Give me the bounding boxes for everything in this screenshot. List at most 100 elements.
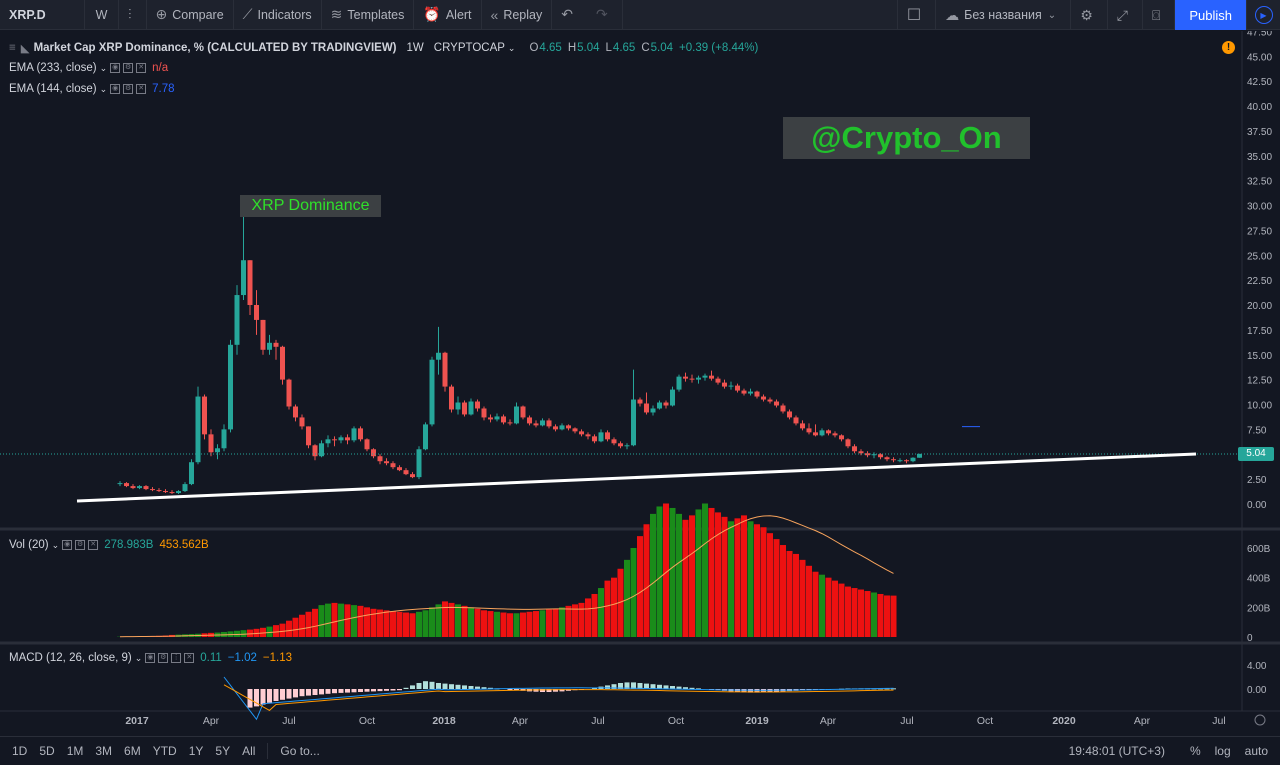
volume-bar[interactable] [312, 608, 318, 637]
candle-body[interactable] [202, 396, 207, 435]
candle-body[interactable] [514, 406, 519, 424]
alert-button[interactable]: ⏰ Alert [414, 0, 482, 30]
candle-body[interactable] [384, 461, 389, 464]
volume-bar[interactable] [260, 627, 266, 637]
candle-body[interactable] [741, 390, 747, 394]
volume-bar[interactable] [377, 609, 383, 637]
macd-histogram-bar[interactable] [449, 684, 454, 689]
candle-body[interactable] [228, 344, 233, 430]
candle-body[interactable] [195, 396, 201, 463]
macd-histogram-bar[interactable] [377, 689, 383, 692]
macd-histogram-bar[interactable] [481, 687, 487, 689]
compare-button[interactable]: ⊕ Compare [147, 0, 234, 30]
volume-bar[interactable] [656, 506, 663, 637]
candle-body[interactable] [527, 417, 532, 424]
xrp-dominance-label[interactable]: XRP Dominance [240, 195, 381, 217]
volume-bar[interactable] [520, 612, 526, 637]
volume-bar[interactable] [760, 527, 767, 637]
macd-histogram-bar[interactable] [384, 689, 389, 691]
candle-body[interactable] [358, 428, 363, 440]
volume-bar[interactable] [747, 521, 754, 637]
candle-body[interactable] [676, 376, 682, 390]
candle-body[interactable] [189, 462, 194, 485]
macd-histogram-bar[interactable] [390, 689, 396, 691]
candle-body[interactable] [852, 446, 857, 452]
volume-bar[interactable] [240, 630, 247, 637]
candle-body[interactable] [351, 428, 357, 441]
candle-body[interactable] [780, 405, 786, 412]
volume-bar[interactable] [507, 613, 513, 637]
macd-histogram-bar[interactable] [488, 687, 493, 689]
candle-body[interactable] [338, 437, 344, 441]
volume-bar[interactable] [825, 577, 832, 637]
range-1y[interactable]: 1Y [188, 744, 204, 758]
macd-histogram-bar[interactable] [657, 684, 662, 689]
volume-bar[interactable] [351, 605, 357, 637]
volume-bar[interactable] [604, 580, 611, 637]
volume-bar[interactable] [435, 604, 442, 637]
macd-histogram-bar[interactable] [280, 689, 285, 700]
volume-bar[interactable] [611, 577, 617, 637]
volume-bar[interactable] [877, 593, 884, 637]
templates-button[interactable]: ≋ Templates [322, 0, 415, 30]
candle-body[interactable] [488, 417, 493, 420]
close-icon[interactable]: ✕ [136, 63, 147, 73]
macd-histogram-bar[interactable] [371, 689, 376, 692]
volume-bar[interactable] [481, 610, 487, 637]
candle-body[interactable] [260, 319, 266, 350]
volume-bar[interactable] [812, 571, 819, 637]
chevron-down-icon[interactable]: ⌄ [507, 42, 516, 53]
volume-bar[interactable] [871, 592, 877, 638]
volume-bar[interactable] [383, 610, 390, 637]
volume-bar[interactable] [461, 605, 468, 637]
candle-body[interactable] [761, 396, 766, 400]
candle-body[interactable] [390, 463, 396, 468]
volume-bar[interactable] [416, 611, 422, 637]
publish-button[interactable]: Publish [1175, 0, 1246, 30]
auto-toggle[interactable]: auto [1244, 744, 1268, 758]
volume-bar[interactable] [442, 601, 448, 637]
macd-histogram-bar[interactable] [423, 681, 428, 689]
macd-histogram-bar[interactable] [637, 683, 643, 689]
macd-histogram-bar[interactable] [611, 684, 617, 689]
candle-body[interactable] [221, 429, 227, 449]
candle-body[interactable] [813, 432, 818, 436]
candle-body[interactable] [715, 378, 721, 383]
volume-bar[interactable] [708, 507, 715, 637]
candle-body[interactable] [293, 406, 298, 418]
close-icon[interactable]: ✕ [88, 540, 99, 550]
candle-body[interactable] [878, 454, 883, 458]
candle-body[interactable] [442, 352, 448, 387]
candle-body[interactable] [364, 439, 370, 450]
candle-body[interactable] [312, 445, 318, 457]
candle-body[interactable] [182, 484, 188, 492]
candle-body[interactable] [735, 385, 740, 391]
candle-body[interactable] [234, 295, 240, 345]
volume-bar[interactable] [793, 553, 799, 637]
candle-body[interactable] [585, 434, 591, 437]
candle-body[interactable] [858, 451, 864, 454]
candle-body[interactable] [156, 490, 162, 492]
macd-histogram-bar[interactable] [436, 683, 441, 689]
candle-body[interactable] [683, 376, 688, 379]
volume-bar[interactable] [650, 513, 656, 637]
macd-histogram-bar[interactable] [410, 685, 415, 689]
candle-body[interactable] [559, 425, 565, 430]
candle-body[interactable] [163, 491, 168, 493]
candle-body[interactable] [819, 430, 825, 436]
eye-icon[interactable]: ◉ [62, 540, 73, 550]
candle-body[interactable] [631, 399, 636, 446]
candle-body[interactable] [650, 408, 656, 413]
candle-body[interactable] [839, 435, 844, 440]
range-ytd[interactable]: YTD [152, 744, 177, 758]
candle-body[interactable] [618, 443, 623, 447]
candle-body[interactable] [644, 403, 649, 413]
undo-button[interactable]: ↶ [552, 0, 587, 30]
volume-bar[interactable] [409, 613, 416, 637]
volume-bar[interactable] [754, 524, 760, 637]
volume-bar[interactable] [637, 536, 643, 637]
macd-histogram-bar[interactable] [299, 689, 305, 697]
candle-body[interactable] [611, 439, 617, 444]
volume-bar[interactable] [838, 583, 845, 637]
macd-histogram-bar[interactable] [351, 689, 357, 693]
